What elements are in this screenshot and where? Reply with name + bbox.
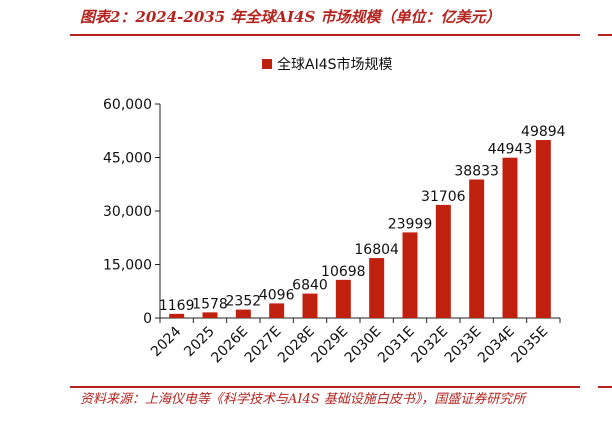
x-tick-label: 2032E [408,324,451,367]
bottom-rule [70,386,580,388]
data-label: 6840 [292,278,328,294]
bars [169,140,551,318]
legend-label: 全球AI4S市场规模 [277,56,393,73]
data-label: 2352 [226,294,262,310]
y-tick-label: 45,000 [103,151,152,167]
bar [435,204,451,318]
bar [502,157,518,318]
legend: 全球AI4S市场规模 [262,56,393,73]
y-tick-label: 0 [143,311,152,327]
legend-swatch [262,59,272,69]
data-label: 1578 [192,296,228,312]
data-label: 1169 [159,298,195,314]
x-tick-label: 2031E [375,324,418,367]
y-axis: 0 15,000 30,000 45,000 60,000 [103,97,161,327]
y-tick-label: 60,000 [103,97,152,113]
data-label: 16804 [354,242,399,258]
bar [335,279,351,318]
x-tick-label: 2026E [208,324,251,367]
bar [402,232,418,318]
bar [469,179,485,318]
bar [202,312,218,318]
data-label: 31706 [421,189,466,205]
bar [535,140,551,318]
data-label: 44943 [488,142,533,158]
figure-title: 图表2：2024-2035 年全球AI4S 市场规模（单位：亿美元） [80,8,501,26]
bar [302,293,318,318]
x-axis: 202420252026E2027E2028E2029E2030E2031E20… [148,317,561,367]
y-tick-label: 15,000 [103,258,152,274]
bottom-rule-right [598,386,612,388]
x-tick-label: 2035E [508,324,551,367]
bar [369,258,385,318]
x-tick-label: 2029E [308,324,351,367]
top-rule [70,34,580,36]
data-label: 4096 [259,287,295,303]
x-tick-label: 2028E [275,324,318,367]
top-rule-right [598,34,612,36]
data-label: 23999 [388,216,433,232]
bar-chart: 全球AI4S市场规模 0 15,000 30,000 45,000 60,000 202… [103,56,566,367]
data-label: 49894 [521,124,566,140]
data-label: 10698 [321,264,366,280]
bar [169,313,185,318]
x-tick-label: 2024 [148,323,185,360]
x-tick-label: 2033E [442,324,485,367]
y-tick-label: 30,000 [103,204,152,220]
source-note: 资料来源：上海仪电等《科学技术与AI4S 基础设施白皮书》，国盛证券研究所 [80,392,526,407]
x-tick-label: 2027E [242,324,285,367]
x-tick-label: 2030E [342,324,385,367]
bar [269,303,285,318]
bar [235,309,251,318]
data-label: 38833 [454,163,499,179]
x-tick-label: 2034E [475,324,518,367]
